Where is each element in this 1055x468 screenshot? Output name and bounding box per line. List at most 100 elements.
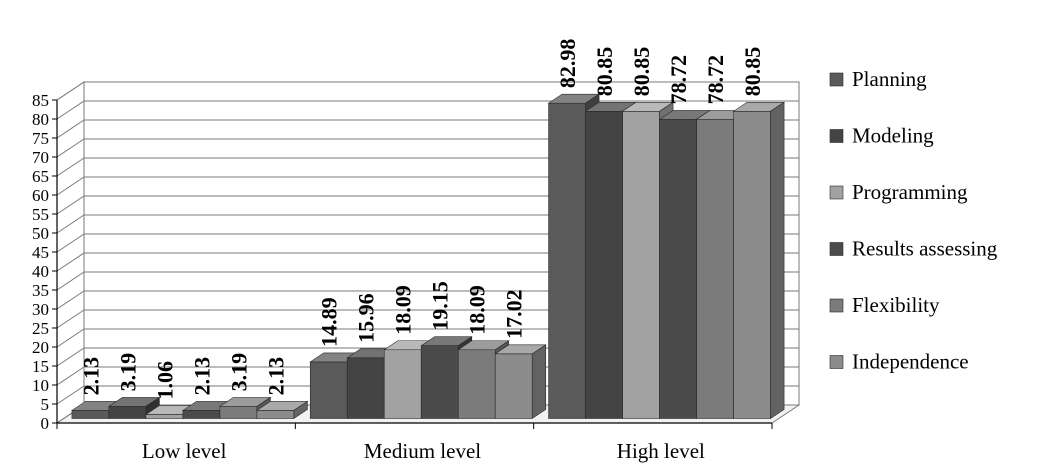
legend-label: Programming — [852, 180, 968, 204]
data-label: 78.72 — [703, 55, 728, 105]
gridline-side — [56, 347, 85, 367]
data-label: 18.09 — [391, 285, 416, 335]
x-tick-label: High level — [617, 439, 705, 463]
gridline-side — [56, 366, 85, 386]
legend-swatch — [829, 129, 844, 143]
bar-front — [71, 410, 110, 419]
bar-front — [383, 349, 422, 419]
y-tick-label: 40 — [32, 262, 49, 281]
axes — [56, 100, 772, 424]
x-tick-label: Low level — [142, 439, 227, 463]
data-label: 82.98 — [555, 39, 580, 89]
bar-front — [696, 119, 734, 419]
bar-side — [293, 400, 308, 420]
gridline-side — [56, 176, 85, 196]
data-label: 3.19 — [226, 353, 251, 392]
y-tick-label: 15 — [32, 357, 49, 376]
bar-front — [182, 410, 221, 419]
bar-front — [733, 110, 771, 419]
bar-front — [108, 406, 147, 419]
gridline-side — [56, 100, 85, 120]
data-label: 80.85 — [740, 47, 765, 97]
gridline-side — [56, 309, 85, 329]
gridline-side — [56, 81, 85, 101]
y-tick-label: 55 — [32, 205, 49, 224]
data-label: 2.13 — [78, 357, 103, 396]
bar — [255, 400, 309, 420]
data-label: 80.85 — [592, 47, 617, 97]
legend-label: Independence — [852, 350, 969, 374]
bar — [494, 344, 547, 420]
y-tick-label: 50 — [32, 224, 49, 243]
y-tick-label: 85 — [32, 91, 49, 110]
data-label: 15.96 — [354, 293, 379, 343]
y-tick-label: 5 — [41, 395, 50, 414]
legend: Planning Modeling Programming Results asses… — [829, 67, 998, 374]
y-tick-label: 60 — [32, 186, 49, 205]
gridline-side — [56, 157, 85, 177]
gridline-side — [56, 328, 85, 348]
bar-front — [219, 406, 258, 419]
legend-label: Planning — [852, 67, 927, 91]
bar-front — [585, 110, 623, 419]
y-tick-label: 80 — [32, 110, 49, 129]
data-label: 3.19 — [115, 353, 140, 392]
data-label: 2.13 — [263, 357, 288, 396]
y-tick-label: 65 — [32, 167, 49, 186]
gridline-side — [56, 290, 85, 310]
bar-front — [548, 102, 586, 419]
data-label: 2.13 — [189, 357, 214, 396]
bar — [218, 396, 272, 420]
data-label: 18.09 — [465, 285, 490, 335]
legend-entry: Modeling — [829, 124, 934, 148]
data-label: 17.02 — [502, 289, 527, 339]
legend-entry: Planning — [829, 67, 927, 91]
legend-entry: Programming — [829, 180, 968, 204]
bar-side — [770, 101, 785, 420]
y-tick-label: 10 — [32, 376, 49, 395]
data-label: 14.89 — [317, 297, 342, 347]
legend-label: Flexibility — [852, 293, 940, 317]
y-tick-label: 75 — [32, 129, 49, 148]
y-tick-label: 70 — [32, 148, 49, 167]
y-tick-label: 30 — [32, 300, 49, 319]
y-tick-label: 0 — [41, 414, 50, 433]
bars: 2.13 3.19 1.06 2.13 3.19 2.13 14.89 15.96 18.09 1… — [70, 39, 786, 420]
legend-entry: Flexibility — [829, 293, 940, 317]
gridline-side — [56, 252, 85, 272]
gridline-side — [56, 271, 85, 291]
bar-front — [622, 110, 660, 419]
gridline-side — [56, 119, 85, 139]
bar-front — [420, 345, 459, 419]
bar-front — [659, 119, 697, 419]
bar-front — [309, 361, 348, 419]
bar-front — [145, 414, 184, 419]
data-label: 1.06 — [152, 361, 177, 400]
legend-swatch — [829, 72, 844, 87]
gridline-side — [56, 233, 85, 253]
gridline-side — [56, 138, 85, 158]
data-label: 19.15 — [428, 281, 453, 331]
bar-side — [531, 344, 547, 420]
category-labels: Low level Medium level High level — [56, 423, 773, 463]
bar-front — [494, 353, 533, 419]
legend-label: Results assessing — [852, 237, 998, 261]
data-label: 78.72 — [666, 55, 691, 105]
legend-swatch — [829, 242, 844, 256]
y-tick-label: 45 — [32, 243, 49, 262]
y-tick-label: 20 — [32, 338, 49, 357]
gridline-side — [56, 385, 85, 405]
bar-front — [256, 410, 295, 419]
legend-swatch — [829, 355, 844, 369]
legend-entry: Results assessing — [829, 237, 998, 261]
data-label: 80.85 — [629, 47, 654, 97]
legend-label: Modeling — [852, 124, 934, 148]
bar-front — [346, 357, 385, 419]
gridline-side — [56, 195, 85, 215]
legend-swatch — [829, 298, 844, 313]
legend-entry: Independence — [829, 350, 969, 374]
legend-swatch — [829, 185, 844, 200]
gridline-side — [56, 214, 85, 234]
